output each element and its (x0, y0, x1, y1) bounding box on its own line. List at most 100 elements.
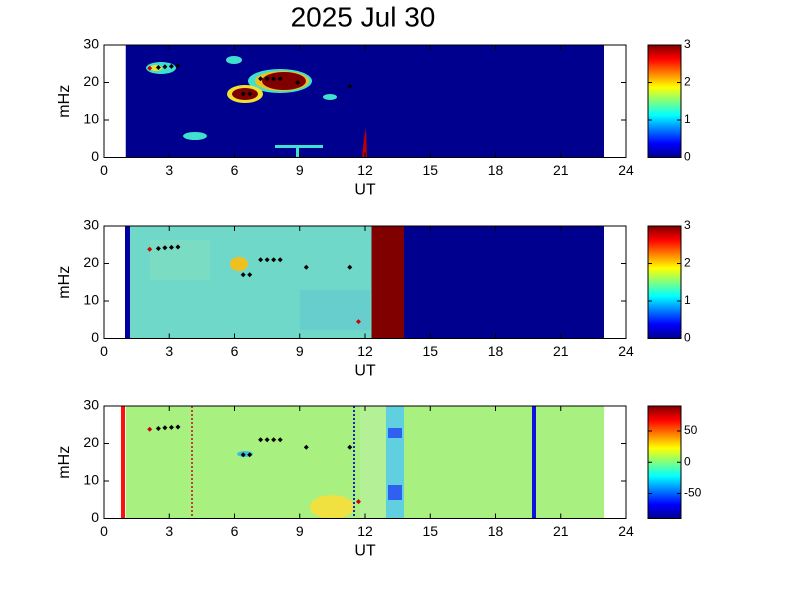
point (155, 426, 161, 431)
x-tick-label: 18 (488, 523, 504, 539)
colorbar-tick-label: 2 (684, 256, 691, 270)
y-tick-label: 30 (83, 217, 99, 233)
point (247, 452, 253, 458)
heatmap (125, 45, 604, 158)
x-tick-label: 6 (231, 162, 239, 178)
point (162, 64, 168, 70)
point (155, 246, 161, 251)
x-tick-label: 9 (296, 162, 304, 178)
colorbar-tick-label: 3 (684, 37, 691, 51)
point (264, 437, 270, 443)
point (347, 83, 353, 89)
point (247, 91, 253, 97)
x-tick-label: 6 (231, 523, 239, 539)
x-tick-label: 12 (357, 523, 373, 539)
point (168, 424, 174, 430)
point (295, 80, 301, 85)
x-tick-label: 21 (553, 343, 569, 359)
x-tick-label: 12 (357, 343, 373, 359)
point (355, 499, 361, 505)
x-tick-label: 6 (231, 343, 239, 359)
point (303, 264, 309, 270)
point (240, 91, 246, 97)
colorbar-tick-label: 2 (684, 75, 691, 89)
point (264, 257, 270, 263)
point (277, 437, 283, 443)
point (168, 63, 174, 69)
x-tick-label: 24 (618, 343, 634, 359)
y-axis-label: mHz (56, 266, 73, 299)
y-tick-label: 10 (83, 292, 99, 308)
x-tick-label: 12 (357, 162, 373, 178)
x-tick-label: 3 (165, 162, 173, 178)
colorbar (647, 405, 682, 519)
point (162, 245, 168, 251)
x-tick-label: 0 (100, 343, 108, 359)
colorbar (647, 44, 682, 158)
x-tick-label: 15 (422, 162, 438, 178)
colorbar-tick-label: 0 (684, 331, 691, 345)
colorbar-tick-label: 0 (684, 150, 691, 164)
x-axis-label: UT (354, 363, 376, 380)
point (175, 424, 181, 430)
x-tick-label: 24 (618, 162, 634, 178)
x-tick-label: 9 (296, 523, 304, 539)
point (147, 426, 153, 432)
y-tick-label: 30 (83, 397, 99, 413)
x-tick-label: 3 (165, 343, 173, 359)
x-tick-label: 18 (488, 162, 504, 178)
point (271, 257, 277, 263)
point (155, 65, 161, 70)
y-tick-label: 10 (83, 472, 99, 488)
point (175, 63, 181, 69)
y-tick-label: 20 (83, 434, 99, 450)
y-axis-label: mHz (56, 446, 73, 479)
colorbar-tick-label: 3 (684, 218, 691, 232)
x-tick-label: 21 (553, 523, 569, 539)
x-tick-label: 18 (488, 343, 504, 359)
x-axis-label: UT (354, 182, 376, 199)
point (271, 437, 277, 443)
y-tick-label: 10 (83, 111, 99, 127)
point (355, 319, 361, 325)
point (271, 76, 277, 82)
colorbar (647, 225, 682, 339)
point (175, 244, 181, 250)
point (264, 76, 270, 82)
y-tick-label: 0 (91, 509, 99, 525)
x-tick-label: 21 (553, 162, 569, 178)
x-axis-label: UT (354, 543, 376, 560)
colorbar-tick-label: 50 (684, 423, 698, 437)
point (258, 257, 264, 263)
colorbar-tick-label: -50 (684, 486, 702, 500)
x-tick-label: 15 (422, 343, 438, 359)
y-tick-label: 20 (83, 73, 99, 89)
point (258, 76, 264, 82)
point (277, 257, 283, 263)
x-tick-label: 0 (100, 523, 108, 539)
colorbar-tick-label: 1 (684, 112, 691, 126)
colorbar-tick-label: 1 (684, 293, 691, 307)
point (303, 444, 309, 450)
y-tick-label: 0 (91, 148, 99, 164)
heatmap (125, 226, 604, 338)
point (277, 76, 283, 82)
y-tick-label: 30 (83, 36, 99, 52)
colorbar-tick-label: 0 (684, 454, 691, 468)
point (168, 244, 174, 250)
point (247, 272, 253, 278)
point (147, 246, 153, 252)
point (347, 264, 353, 270)
x-tick-label: 24 (618, 523, 634, 539)
point (258, 437, 264, 443)
point (147, 65, 153, 71)
y-axis-label: mHz (56, 85, 73, 118)
x-tick-label: 15 (422, 523, 438, 539)
point (347, 444, 353, 450)
x-tick-label: 0 (100, 162, 108, 178)
heatmap (121, 406, 604, 519)
y-tick-label: 20 (83, 254, 99, 270)
x-tick-label: 3 (165, 523, 173, 539)
point (240, 452, 246, 458)
